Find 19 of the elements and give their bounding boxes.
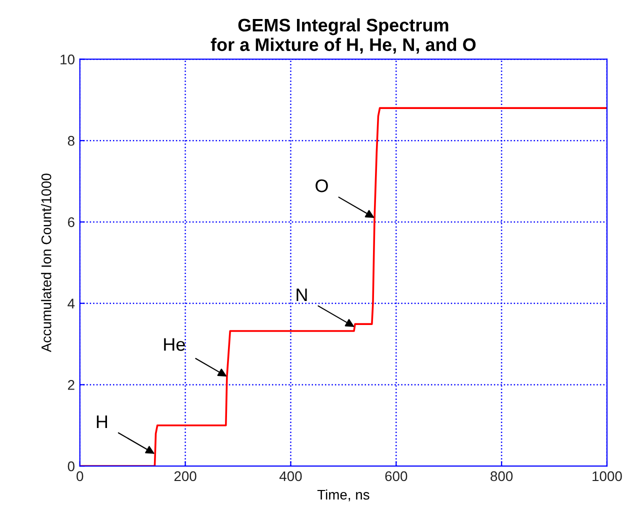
y-tick-label: 6 xyxy=(68,217,74,228)
y-tick-label: 4 xyxy=(68,298,75,308)
y-tick-label: 8 xyxy=(68,136,74,146)
chart-title: GEMS Integral Spectrum for a Mixture of H, He, N, and O xyxy=(210,18,476,54)
y-tick-label: 2 xyxy=(68,380,74,390)
y-axis-title: Accumulated Ion Count/1000 xyxy=(41,174,52,352)
annotation: N xyxy=(296,288,307,302)
x-tick-label: 200 xyxy=(174,471,196,482)
x-axis-title: Time, ns xyxy=(317,489,370,502)
annotation: O xyxy=(316,179,328,192)
y-tick-label: 0 xyxy=(68,461,74,472)
x-tick-label: 600 xyxy=(385,471,408,482)
x-tick-label: 0 xyxy=(76,471,84,482)
annotation: He xyxy=(164,338,185,351)
x-tick-label: 1000 xyxy=(592,471,622,482)
y-tick-label: 10 xyxy=(60,54,74,64)
x-tick-label: 400 xyxy=(279,471,302,482)
annotation: H xyxy=(96,416,107,428)
x-tick-label: 800 xyxy=(490,471,513,482)
